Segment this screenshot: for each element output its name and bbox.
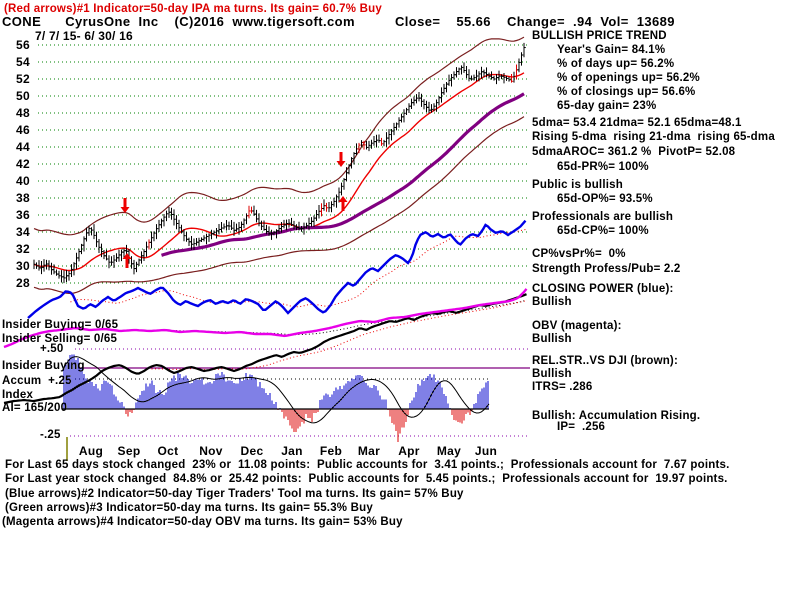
footer-line: For Last year stock changed 84.8% or 25.…: [5, 473, 728, 485]
month-tick-label: May: [436, 444, 462, 458]
right-panel-line: Bullish: [532, 296, 572, 308]
price-tick-label: 48: [16, 106, 30, 120]
right-panel-line: IP= .256: [557, 421, 606, 433]
right-panel-line: 65d-PR%= 100%: [557, 161, 649, 173]
left-label: Index: [2, 389, 34, 401]
left-label: Accum +.25: [2, 375, 72, 387]
right-panel-line: Year's Gain= 84.1%: [557, 44, 666, 56]
right-panel-line: 65d-OP%= 93.5%: [557, 193, 653, 205]
right-panel-line: % of days up= 56.2%: [557, 58, 675, 70]
right-panel-line: REL.STR..VS DJI (brown):: [532, 355, 678, 367]
left-label: -.25: [40, 429, 61, 441]
right-panel-line: OBV (magenta):: [532, 320, 622, 332]
month-tick-label: Mar: [357, 444, 381, 458]
footer-line: (Magenta arrows)#4 Indicator=50-day OBV …: [2, 516, 403, 528]
price-tick-label: 32: [16, 242, 30, 256]
price-tick-label: 38: [16, 191, 30, 205]
price-tick-label: 34: [16, 225, 30, 239]
footer-line: (Blue arrows)#2 Indicator=50-day Tiger T…: [5, 488, 464, 500]
left-label: Insider Buying= 0/65: [2, 319, 119, 331]
price-tick-label: 44: [16, 140, 30, 154]
right-panel-line: Bullish: Accumulation Rising.: [532, 410, 701, 422]
month-tick-label: Oct: [157, 444, 179, 458]
right-panel-line: 5dma= 53.4 21dma= 52.1 65dma=48.1: [532, 117, 742, 129]
right-panel-line: 65-day gain= 23%: [557, 100, 657, 112]
price-tick-label: 42: [16, 157, 30, 171]
price-tick-label: 30: [16, 259, 30, 273]
price-tick-label: 54: [16, 55, 30, 69]
right-panel-line: CLOSING POWER (blue):: [532, 283, 674, 295]
price-tick-label: 40: [16, 174, 30, 188]
left-label: Insider Selling= 0/65: [2, 333, 118, 345]
footer-line: For Last 65 days stock changed 23% or 11…: [5, 459, 730, 471]
month-tick-label: Feb: [319, 444, 343, 458]
right-panel-line: Strength Profess/Pub= 2.2: [532, 263, 681, 275]
month-tick-label: Jun: [474, 444, 498, 458]
ticker-title-line: CONE CyrusOne Inc (C)2016 www.tigersoft.…: [2, 14, 675, 29]
right-panel-line: % of openings up= 56.2%: [557, 72, 700, 84]
left-label: AI= 165/200: [2, 402, 68, 414]
right-panel-line: Bullish: [532, 368, 572, 380]
month-tick-label: Jan: [281, 444, 303, 458]
month-tick-label: Dec: [240, 444, 264, 458]
price-tick-label: 50: [16, 89, 30, 103]
right-panel-line: Public is bullish: [532, 179, 623, 191]
right-panel-line: Rising 5-dma rising 21-dma rising 65-dma: [532, 131, 775, 143]
left-label: Insider Buying: [2, 360, 85, 372]
month-tick-label: Aug: [78, 444, 104, 458]
footer-line: (Green arrows)#3 Indicator=50-day ma tur…: [5, 502, 373, 514]
month-tick-label: Apr: [398, 444, 420, 458]
right-panel-line: Professionals are bullish: [532, 211, 674, 223]
right-panel-line: CP%vsPr%= 0%: [532, 248, 626, 260]
month-tick-label: Nov: [199, 444, 223, 458]
right-panel-line: BULLISH PRICE TREND: [532, 30, 667, 42]
indicator1-header: (Red arrows)#1 Indicator=50-day IPA ma t…: [4, 3, 382, 15]
right-panel-line: 5dmaAROC= 361.2 % PivotP= 52.08: [532, 146, 736, 158]
price-tick-label: 46: [16, 123, 30, 137]
price-tick-label: 56: [16, 38, 30, 52]
right-panel-line: 65d-CP%= 100%: [557, 225, 649, 237]
right-panel-line: ITRS= .286: [532, 381, 593, 393]
left-label: +.50: [40, 343, 64, 355]
month-tick-label: Sep: [117, 444, 141, 458]
right-panel-line: Bullish: [532, 333, 572, 345]
date-range: 7/ 7/ 15- 6/ 30/ 16: [35, 29, 133, 43]
price-tick-label: 28: [16, 276, 30, 290]
price-tick-label: 36: [16, 208, 30, 222]
price-tick-label: 52: [16, 72, 30, 86]
right-panel-line: % of closings up= 56.6%: [557, 86, 696, 98]
